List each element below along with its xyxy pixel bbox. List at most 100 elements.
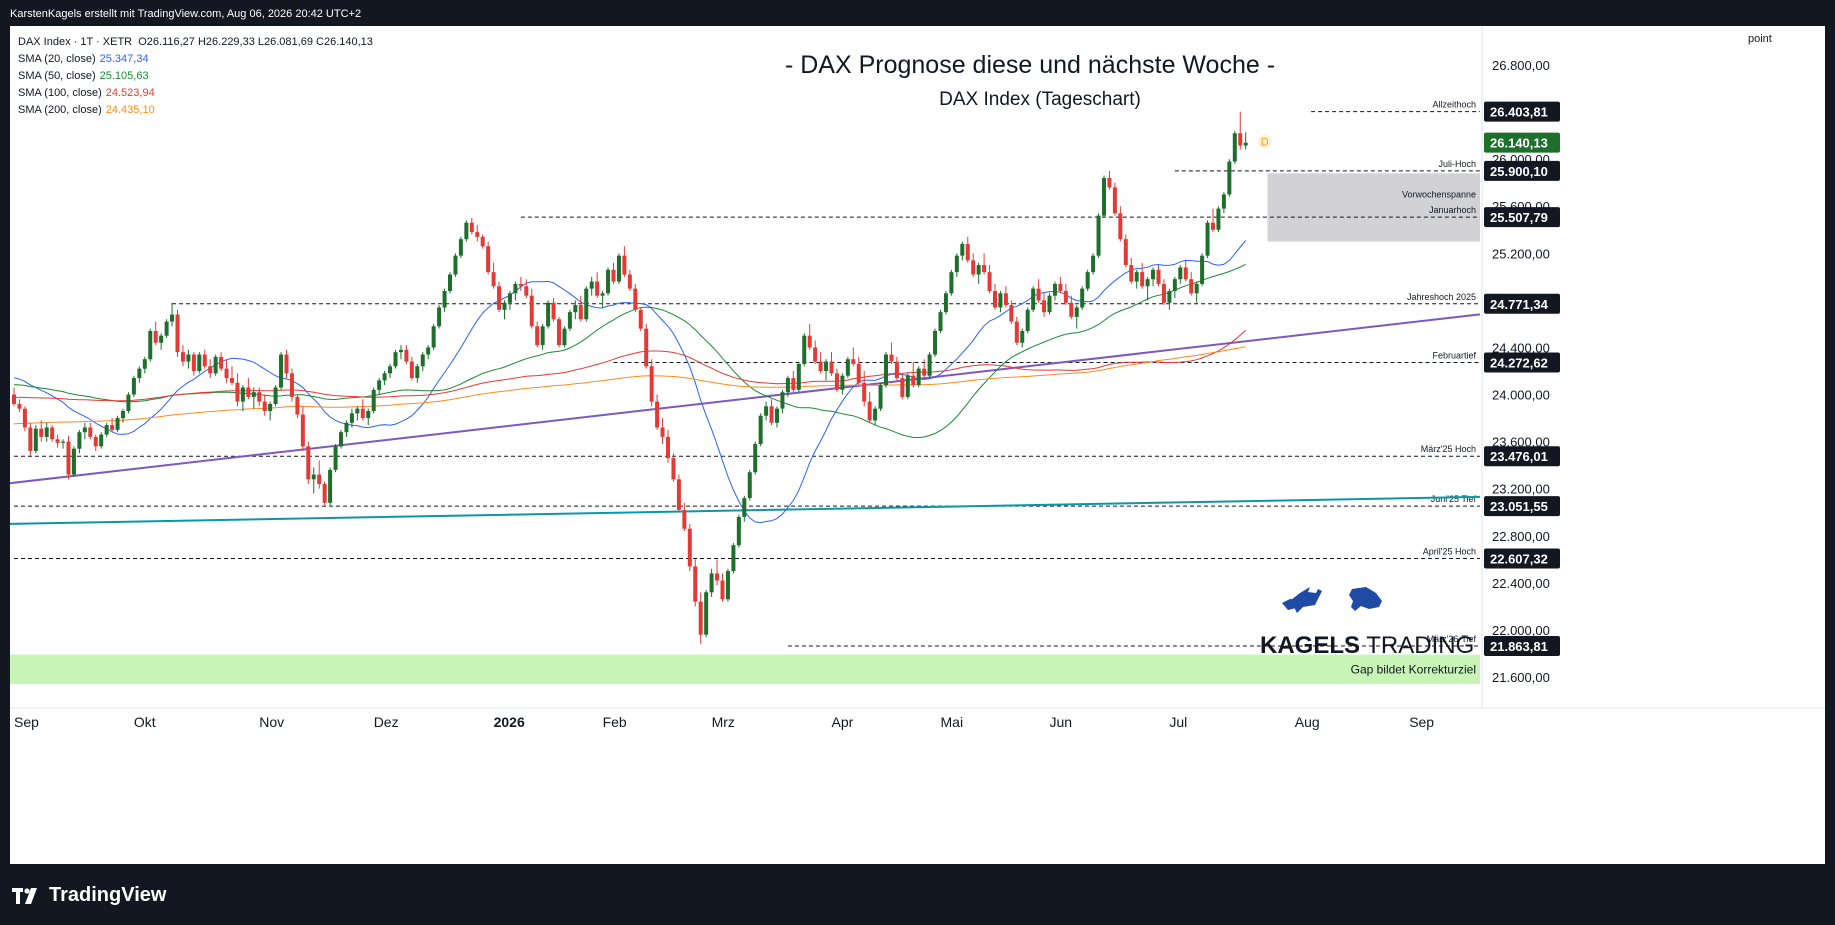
candle <box>39 420 44 442</box>
price-badge: 26.403,81 <box>1484 101 1560 122</box>
candle-body <box>649 366 654 402</box>
candle <box>1227 159 1232 197</box>
candle-body <box>524 286 529 296</box>
candle-body <box>137 368 142 379</box>
candle <box>780 389 785 414</box>
candle-body <box>845 359 850 376</box>
chart-area[interactable]: Vorwochenspanne Gap bildet Korrekturziel … <box>2 26 1825 864</box>
candle <box>720 573 725 602</box>
candle-body <box>933 330 938 355</box>
candle <box>349 408 354 428</box>
candle <box>606 267 611 296</box>
level-label-6: Juni'25 Tief <box>1431 494 1477 504</box>
candle <box>251 387 256 409</box>
candle-body <box>1243 142 1248 146</box>
x-tick-label: Okt <box>134 714 156 730</box>
teal-trendline <box>3 495 1481 525</box>
tradingview-logo[interactable]: TradingView <box>12 884 166 907</box>
candle <box>453 253 458 277</box>
candle <box>1014 316 1019 346</box>
candle-body <box>954 255 959 273</box>
candle-body <box>753 443 758 473</box>
candle <box>829 352 834 376</box>
candle <box>687 524 692 572</box>
candle <box>551 298 556 322</box>
candle <box>840 373 845 395</box>
zone-0 <box>1267 173 1480 242</box>
candle-body <box>289 373 294 397</box>
candle-body <box>360 408 365 419</box>
candle <box>442 288 447 313</box>
candle-body <box>611 269 616 282</box>
candle <box>33 425 38 454</box>
candle <box>66 435 71 480</box>
candle-body <box>1031 288 1036 310</box>
candle <box>191 352 196 376</box>
candle-body <box>802 335 807 364</box>
candle <box>142 356 147 374</box>
level-label-4: Februartief <box>1432 350 1476 360</box>
candle-body <box>873 408 878 421</box>
candle-body <box>273 387 278 404</box>
candle <box>437 305 442 329</box>
price-badge-text: 25.507,79 <box>1490 210 1548 225</box>
candle-body <box>715 573 720 581</box>
last-price-badge: 26.140,13 <box>1484 132 1560 153</box>
candle-body <box>1014 321 1019 343</box>
candle-body <box>818 361 823 371</box>
price-badge-text: 24.272,62 <box>1490 355 1548 370</box>
sma-200-line <box>13 346 1246 425</box>
candle <box>448 272 452 294</box>
candle <box>257 387 262 407</box>
candle-body <box>884 354 888 386</box>
candle-body <box>208 366 213 374</box>
candle <box>954 253 959 277</box>
level-label-7: April'25 Hoch <box>1423 546 1476 556</box>
candle <box>845 356 850 379</box>
candle-body <box>28 427 33 452</box>
candle-body <box>398 349 403 353</box>
candle-body <box>698 601 703 635</box>
candle <box>971 253 976 277</box>
candle-body <box>775 408 779 423</box>
candle-body <box>780 392 785 409</box>
candle-body <box>911 375 916 386</box>
candle-body <box>366 411 371 419</box>
candle <box>393 349 398 369</box>
candle-body <box>1140 272 1145 287</box>
price-badge-bg <box>1484 293 1560 314</box>
candle <box>420 352 425 371</box>
candle <box>1183 260 1188 282</box>
candle <box>834 368 839 393</box>
candle <box>562 326 567 348</box>
candle <box>1156 265 1161 287</box>
candle <box>344 420 349 437</box>
candle-body <box>191 354 196 371</box>
candle-body <box>121 411 125 419</box>
candle <box>328 467 333 506</box>
price-badge: 23.476,01 <box>1484 446 1560 467</box>
candle-body <box>453 255 458 275</box>
price-badge: 23.051,55 <box>1484 496 1560 517</box>
candle <box>137 366 142 383</box>
candle-body <box>415 366 420 379</box>
candle-body <box>104 425 109 435</box>
candle <box>208 359 213 379</box>
y-tick-label: 24.400,00 <box>1492 340 1550 355</box>
candle <box>633 283 638 313</box>
candle-body <box>442 290 447 308</box>
candle-body <box>1178 267 1183 280</box>
candle-body <box>66 441 71 475</box>
candle-body <box>55 439 60 443</box>
candle-body <box>480 236 485 247</box>
x-tick-label: Aug <box>1295 714 1320 730</box>
candle-body <box>180 352 185 362</box>
candle <box>856 356 861 386</box>
candle <box>965 236 970 263</box>
candle <box>595 272 600 299</box>
candle-body <box>491 272 496 287</box>
candle <box>1085 269 1090 291</box>
candle-body <box>1183 267 1188 280</box>
candle <box>627 269 632 291</box>
